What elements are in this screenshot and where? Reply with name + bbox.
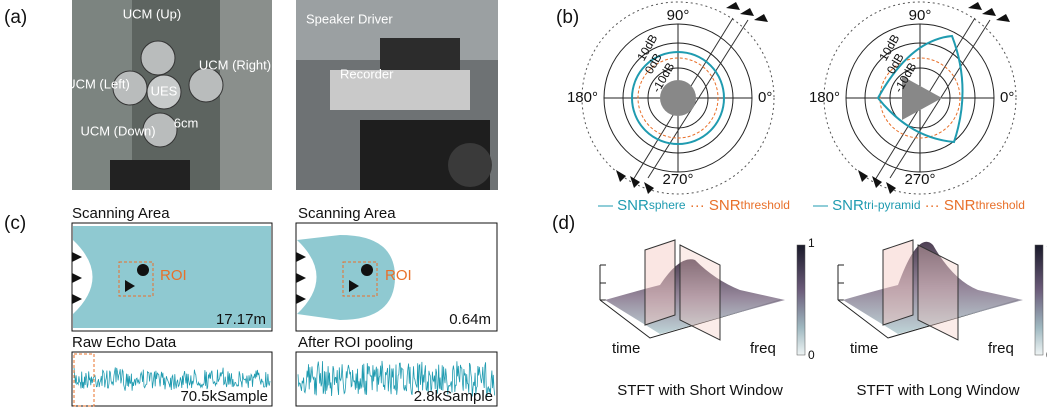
panel-label: (b) <box>556 7 579 28</box>
photo-label: Speaker Driver <box>306 11 393 26</box>
speaker <box>616 170 654 194</box>
angle-label: 90° <box>909 7 932 24</box>
page: {"panel_labels":["(a)","(b)","(c)","(d)"… <box>0 0 1047 408</box>
axis-label: freq <box>988 340 1014 357</box>
angle-label: 180° <box>809 89 840 106</box>
photo-label: 6cm <box>174 115 199 130</box>
caption: STFT with Long Window <box>856 382 1019 399</box>
photo-right <box>296 0 498 190</box>
panel-label: (c) <box>4 213 26 234</box>
angle-label: 270° <box>904 171 935 188</box>
photo-label: UES <box>151 83 178 98</box>
photo-label: UCM (Right) <box>199 57 271 72</box>
colorbar <box>797 245 805 355</box>
size-label: 70.5kSample <box>180 388 268 405</box>
photo-label: UCM (Down) <box>80 123 155 138</box>
caption: STFT with Short Window <box>617 382 783 399</box>
size-label: 2.8kSample <box>414 388 493 405</box>
axis-label: time <box>612 340 640 357</box>
axis-label: freq <box>750 340 776 357</box>
angle-label: 180° <box>567 89 598 106</box>
roi-label: ROI <box>385 267 412 284</box>
angle-label: 0° <box>1000 89 1014 106</box>
stft-plots: time freq 1 0 STFT with Short Window time freq… <box>600 236 1047 399</box>
box-title: Scanning Area <box>72 205 170 222</box>
angle-label: 270° <box>662 171 693 188</box>
box-title: After ROI pooling <box>298 334 413 351</box>
slice-plane <box>883 240 913 325</box>
photo-label: Recorder <box>340 66 394 81</box>
range-label: 0.64m <box>449 311 491 328</box>
panel-label: (a) <box>4 7 27 28</box>
figure: (a) (b) (c) (d) UCM (Up) UCM (Left) UES … <box>0 0 1047 408</box>
speaker <box>858 170 896 194</box>
colorbar-label: 0 <box>808 348 815 362</box>
photo-label: UCM (Left) <box>66 76 130 91</box>
angle-label: 90° <box>667 7 690 24</box>
box-title: Scanning Area <box>298 205 396 222</box>
legend-entry: — SNRtri-pyramid ··· SNRthreshold <box>813 197 1025 214</box>
angle-label: 0° <box>758 89 772 106</box>
axis-label: time <box>850 340 878 357</box>
photo-label: UCM (Up) <box>123 6 182 21</box>
polar-plots: 90°180°0°270°10dB0dB-10dB90°180°0°270°10… <box>567 2 1016 194</box>
colorbar <box>1035 245 1043 355</box>
slice-plane <box>645 240 675 325</box>
colorbar-label: 1 <box>808 236 815 250</box>
legend-entry: — SNRsphere ··· SNRthreshold <box>598 197 790 214</box>
box-title: Raw Echo Data <box>72 334 177 351</box>
range-label: 17.17m <box>216 311 266 328</box>
panel-label: (d) <box>552 213 575 234</box>
roi-label: ROI <box>160 267 187 284</box>
